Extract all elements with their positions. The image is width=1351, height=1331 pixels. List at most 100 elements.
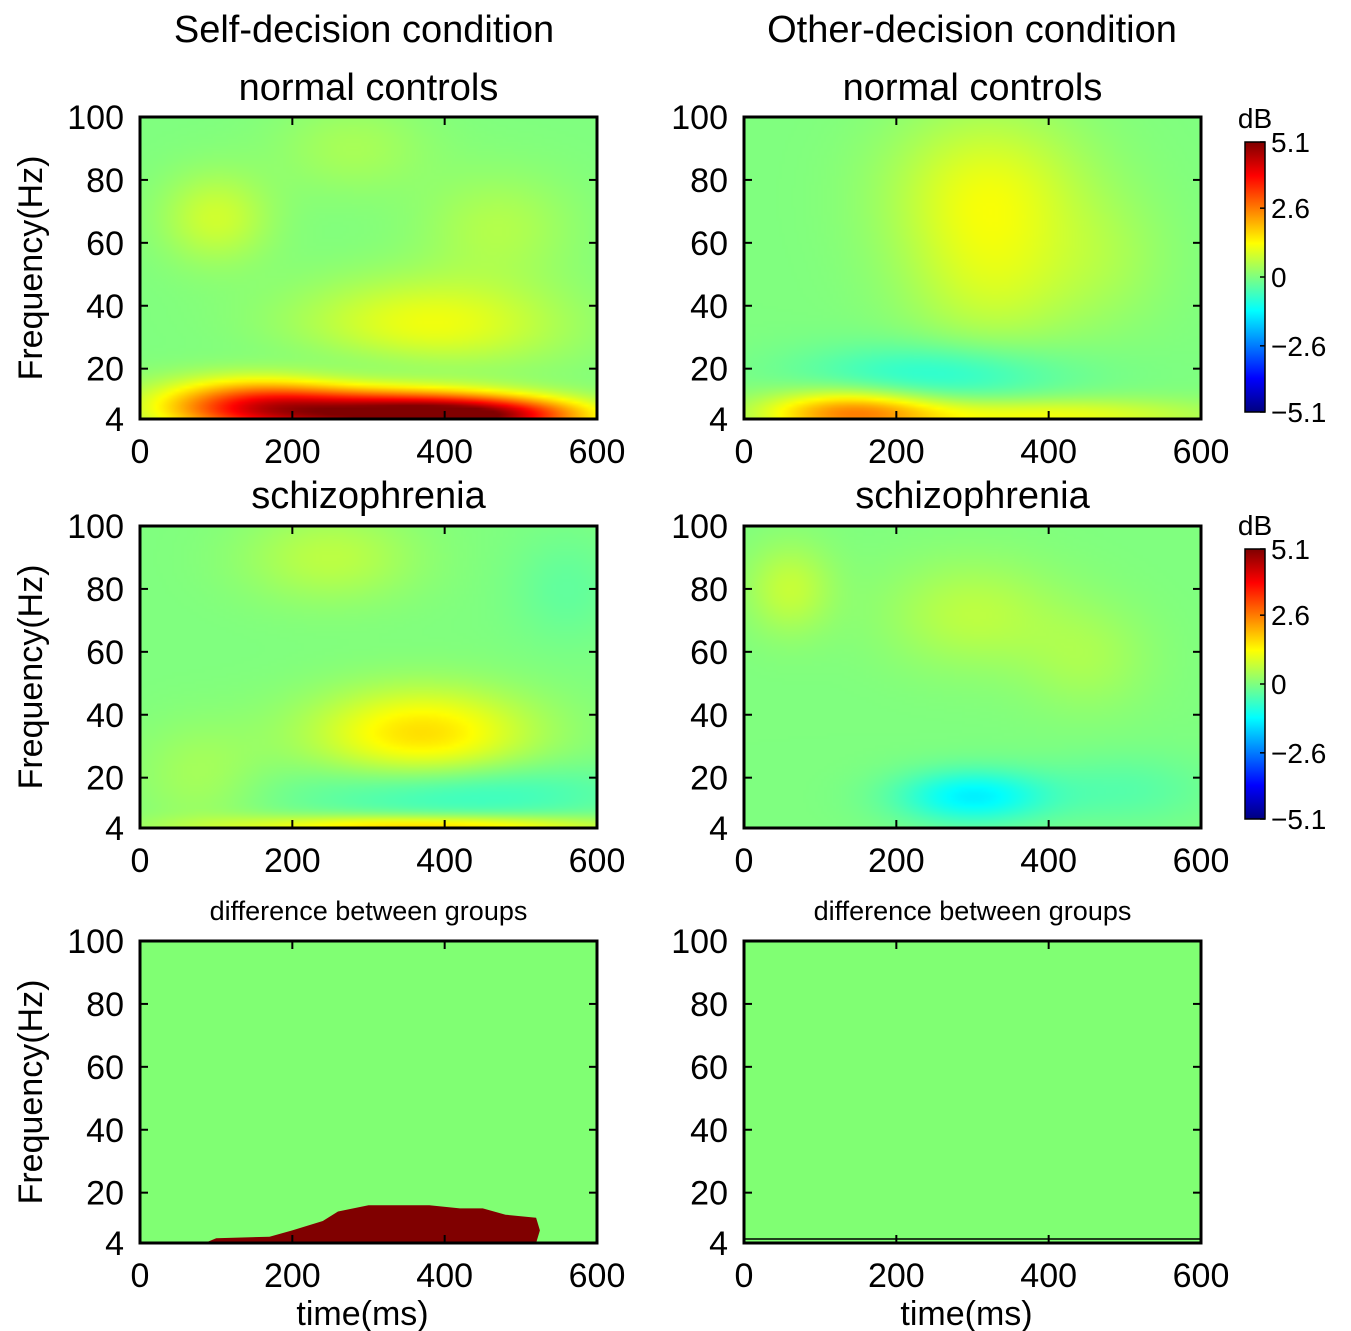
colorbar-label: 5.1 — [1271, 127, 1310, 158]
y-tick-label: 4 — [105, 1225, 124, 1263]
y-tick-label: 40 — [86, 1112, 124, 1150]
y-tick-label: 40 — [86, 697, 124, 735]
x-tick-label: 400 — [416, 842, 473, 880]
panel-other-schizophrenia: 0 200 400 600 4 20 40 60 80 100 schizophrenia — [671, 475, 1229, 880]
x-tick-label: 600 — [569, 433, 626, 471]
y-tick-label: 100 — [671, 508, 728, 546]
x-tick-label: 600 — [569, 842, 626, 880]
panel-self-normal-controls: 0 200 400 600 4 20 40 60 80 100 normal controls Fre… — [12, 67, 625, 471]
x-tick-label: 200 — [868, 842, 925, 880]
x-tick-label: 400 — [416, 433, 473, 471]
y-tick-label: 4 — [709, 1225, 728, 1263]
y-tick-label: 80 — [86, 571, 124, 609]
y-tick-label: 40 — [690, 1112, 728, 1150]
plot-frame — [138, 939, 599, 1245]
y-axis-label: Frequency(Hz) — [12, 565, 50, 790]
heatmap-image — [744, 526, 1201, 828]
y-axis-label: Frequency(Hz) — [12, 980, 50, 1205]
x-tick-label: 0 — [735, 842, 754, 880]
y-tick-label: 80 — [690, 571, 728, 609]
colorbar-unit: dB — [1238, 510, 1272, 541]
colorbar-label: −5.1 — [1271, 397, 1326, 428]
colorbar-unit: dB — [1238, 103, 1272, 134]
x-tick-label: 400 — [416, 1257, 473, 1295]
significant-region — [204, 1205, 540, 1243]
y-tick-label: 4 — [709, 401, 728, 439]
y-tick-label: 100 — [67, 508, 124, 546]
y-tick-label: 40 — [690, 697, 728, 735]
y-tick-label: 20 — [690, 1175, 728, 1213]
heatmap-background — [744, 941, 1201, 1243]
y-tick-label: 20 — [690, 351, 728, 389]
heatmap-image — [140, 526, 597, 828]
plot-frame — [742, 939, 1203, 1245]
colorbar-label: 2.6 — [1271, 600, 1310, 631]
heatmap-image — [744, 117, 1201, 419]
heatmap-background — [140, 941, 597, 1243]
x-axis-label: time(ms) — [296, 1295, 428, 1331]
y-tick-label: 20 — [86, 760, 124, 798]
heatmap-image — [140, 117, 597, 419]
panel-other-difference: 0 200 400 600 4 20 40 60 80 100 difference between… — [671, 896, 1229, 1331]
y-tick-label: 4 — [105, 401, 124, 439]
y-tick-label: 4 — [105, 810, 124, 848]
colorbar-label: −2.6 — [1271, 331, 1326, 362]
y-tick-label: 40 — [690, 288, 728, 326]
x-tick-label: 0 — [735, 433, 754, 471]
column-title-self: Self-decision condition — [174, 9, 554, 51]
x-tick-label: 600 — [1173, 842, 1230, 880]
y-tick-label: 20 — [86, 351, 124, 389]
colorbar-label: 0 — [1271, 262, 1287, 293]
plot-frame — [138, 524, 599, 830]
panel-title: schizophrenia — [251, 475, 486, 517]
panel-self-difference: 0 200 400 600 4 20 40 60 80 100 difference between… — [12, 896, 625, 1331]
colorbar-label: 5.1 — [1271, 534, 1310, 565]
colorbar-label: −5.1 — [1271, 804, 1326, 835]
y-tick-label: 80 — [690, 162, 728, 200]
x-tick-label: 200 — [264, 842, 321, 880]
x-tick-label: 200 — [868, 433, 925, 471]
y-tick-label: 60 — [86, 225, 124, 263]
colorbar-label: 0 — [1271, 669, 1287, 700]
x-tick-label: 200 — [264, 433, 321, 471]
x-tick-label: 400 — [1020, 842, 1077, 880]
panel-title: difference between groups — [210, 896, 528, 926]
panel-title: normal controls — [239, 67, 499, 109]
y-tick-label: 20 — [690, 760, 728, 798]
x-tick-label: 0 — [131, 433, 150, 471]
colorbar-label: −2.6 — [1271, 738, 1326, 769]
x-tick-label: 200 — [264, 1257, 321, 1295]
y-tick-label: 100 — [67, 99, 124, 137]
panel-title: difference between groups — [814, 896, 1132, 926]
column-title-other: Other-decision condition — [767, 9, 1177, 51]
x-tick-label: 0 — [131, 1257, 150, 1295]
y-tick-label: 20 — [86, 1175, 124, 1213]
x-tick-label: 400 — [1020, 433, 1077, 471]
y-tick-label: 4 — [709, 810, 728, 848]
x-tick-label: 400 — [1020, 1257, 1077, 1295]
y-tick-label: 40 — [86, 288, 124, 326]
y-tick-label: 60 — [86, 634, 124, 672]
x-tick-label: 600 — [569, 1257, 626, 1295]
y-tick-label: 100 — [671, 99, 728, 137]
colorbar-label: 2.6 — [1271, 193, 1310, 224]
y-tick-label: 100 — [671, 923, 728, 961]
panel-title: normal controls — [843, 67, 1103, 109]
y-tick-label: 60 — [690, 1049, 728, 1087]
colorbar: dB5.1 2.6 0 −2.6 −5.1 — [1238, 103, 1326, 428]
colorbar: dB5.1 2.6 0 −2.6 −5.1 — [1238, 510, 1326, 835]
x-tick-label: 600 — [1173, 433, 1230, 471]
y-tick-label: 80 — [690, 986, 728, 1024]
y-tick-label: 60 — [86, 1049, 124, 1087]
plot-frame — [138, 115, 599, 421]
x-tick-label: 200 — [868, 1257, 925, 1295]
y-tick-label: 60 — [690, 225, 728, 263]
x-tick-label: 0 — [735, 1257, 754, 1295]
x-axis-label: time(ms) — [900, 1295, 1032, 1331]
x-tick-label: 600 — [1173, 1257, 1230, 1295]
plot-frame — [742, 115, 1203, 421]
y-tick-label: 80 — [86, 986, 124, 1024]
